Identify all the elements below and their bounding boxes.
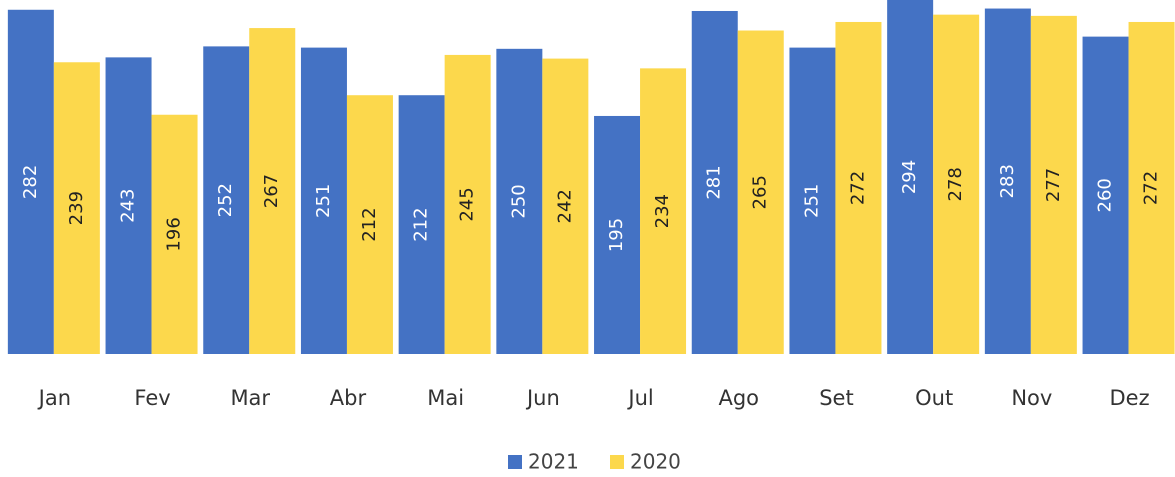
data-label: 260 [1095,178,1116,212]
bar [594,115,641,354]
data-label: 245 [457,187,478,221]
data-label: 251 [801,184,822,218]
data-label: 196 [164,217,185,251]
bar [300,47,347,354]
x-tick-label: Jan [37,386,71,410]
bar [1030,15,1077,355]
bar [7,9,54,355]
legend-swatch [610,455,624,469]
bar [1082,36,1129,354]
legend-label: 2020 [630,450,681,474]
data-label: 283 [997,164,1018,198]
data-label: 242 [554,189,575,223]
bar [835,21,882,355]
bar [53,62,100,354]
bar [737,30,784,354]
bar [444,54,491,355]
x-tick-label: Fev [134,386,170,410]
data-label: 277 [1043,168,1064,202]
data-label: 251 [313,184,334,218]
legend-label: 2021 [528,450,579,474]
bar [203,46,250,355]
data-label: 243 [118,189,139,223]
x-tick-label: Abr [330,386,367,410]
x-tick-label: Mai [427,386,464,410]
x-tick-label: Jul [626,386,653,410]
data-label: 234 [652,194,673,228]
data-label: 195 [606,218,627,252]
data-label: 282 [20,165,41,199]
data-label: 278 [945,167,966,201]
x-tick-label: Nov [1011,386,1052,410]
bar [640,68,687,355]
x-tick-label: Dez [1109,386,1149,410]
data-label: 265 [750,175,771,209]
data-label: 294 [899,160,920,194]
bar [398,95,445,354]
data-label: 272 [847,171,868,205]
data-label: 212 [359,207,380,241]
x-tick-label: Set [819,386,853,410]
bar [151,114,198,354]
bar [933,14,980,354]
bar [249,28,296,354]
bar [496,48,543,355]
data-label: 239 [66,191,87,225]
x-tick-label: Out [915,386,953,410]
bar [1128,21,1175,355]
data-label: 281 [704,165,725,199]
data-label: 272 [1141,171,1162,205]
legend-swatch [508,455,522,469]
bar [105,57,152,355]
data-label: 267 [261,174,282,208]
bar [984,8,1031,354]
bar [789,47,836,354]
x-tick-label: Mar [230,386,270,410]
x-tick-label: Ago [718,386,759,410]
bar [346,95,393,354]
data-label: 252 [215,183,236,217]
x-tick-label: Jun [525,386,560,410]
data-label: 212 [411,207,432,241]
bar [542,58,589,354]
bar [887,0,934,354]
data-label: 250 [508,184,529,218]
bar [691,10,738,355]
